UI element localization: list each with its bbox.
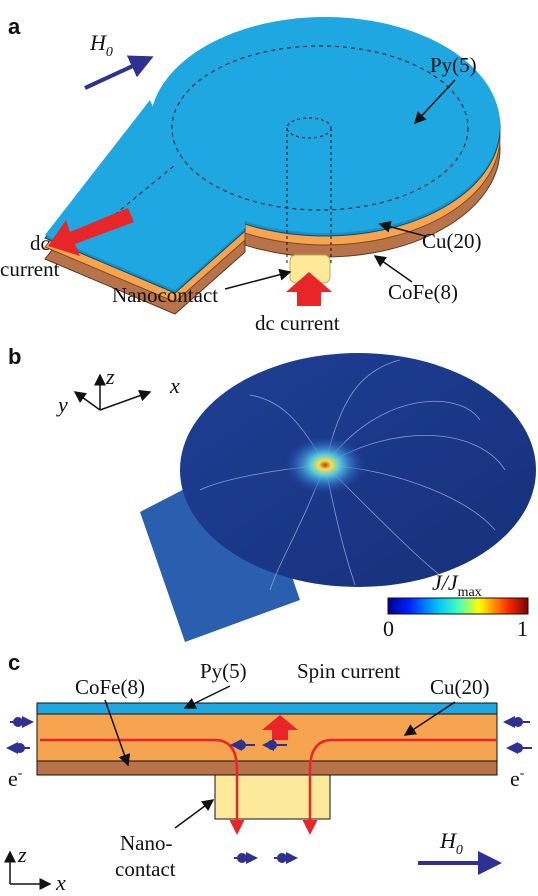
text: e [8, 766, 18, 791]
cofe-layer [37, 761, 497, 775]
electron-label: e- [8, 766, 23, 791]
cu-label: Cu(20) [430, 675, 490, 699]
axis-label: z [17, 842, 27, 867]
axis-label: x [55, 870, 66, 895]
cu-label: Cu(20) [422, 229, 482, 253]
py-label: Py(5) [200, 659, 247, 683]
colorbar-label: J/Jmax [432, 570, 482, 600]
nanocontact [215, 775, 330, 819]
leader [225, 272, 290, 289]
cu-layer [37, 714, 497, 761]
axis [100, 392, 150, 410]
axis [75, 392, 100, 410]
text: - [520, 766, 525, 781]
panel-letter: b [8, 344, 21, 369]
text: J/J [432, 570, 459, 595]
text: 0 [456, 843, 463, 858]
text: e [510, 766, 520, 791]
electron-label: e- [510, 766, 525, 791]
axis-label: z [105, 364, 115, 389]
panel-b: b z x y J/Jmax 0 1 [8, 344, 536, 642]
panel-letter: c [8, 650, 20, 675]
panel-a: a H0 Py(5) Cu(20) CoFe(8) dc current Nan… [0, 14, 500, 335]
hot-spot [283, 435, 367, 495]
leader [175, 800, 213, 828]
axis-label: x [169, 373, 180, 398]
spin-current-label: Spin current [297, 659, 400, 683]
cofe-label: CoFe(8) [75, 675, 145, 699]
nanocontact-label: Nano- [120, 831, 172, 855]
figure: a H0 Py(5) Cu(20) CoFe(8) dc current Nan… [0, 0, 538, 896]
cofe-label: CoFe(8) [388, 280, 458, 304]
axis-label: y [56, 392, 68, 417]
field-arrow [85, 58, 150, 88]
text: H [439, 828, 457, 853]
nanocontact-label: Nanocontact [112, 283, 218, 307]
text: H [89, 30, 107, 55]
text: 0 [106, 45, 113, 60]
dc-label: dc [30, 231, 50, 255]
panel-c: c CoFe(8) Py(5) Spin current Cu(20) e- e… [8, 650, 532, 895]
nanocontact-label: contact [115, 857, 176, 881]
panel-letter: a [8, 14, 21, 39]
py-label: Py(5) [430, 53, 477, 77]
text: - [18, 766, 23, 781]
field-label: H0 [89, 30, 113, 60]
colorbar-tick: 1 [517, 616, 528, 641]
dc-label: current [0, 257, 60, 281]
dc-label: dc current [255, 311, 340, 335]
leader [375, 256, 412, 282]
colorbar-tick: 0 [383, 616, 394, 641]
colorbar [388, 598, 528, 614]
field-label: H0 [439, 828, 463, 858]
